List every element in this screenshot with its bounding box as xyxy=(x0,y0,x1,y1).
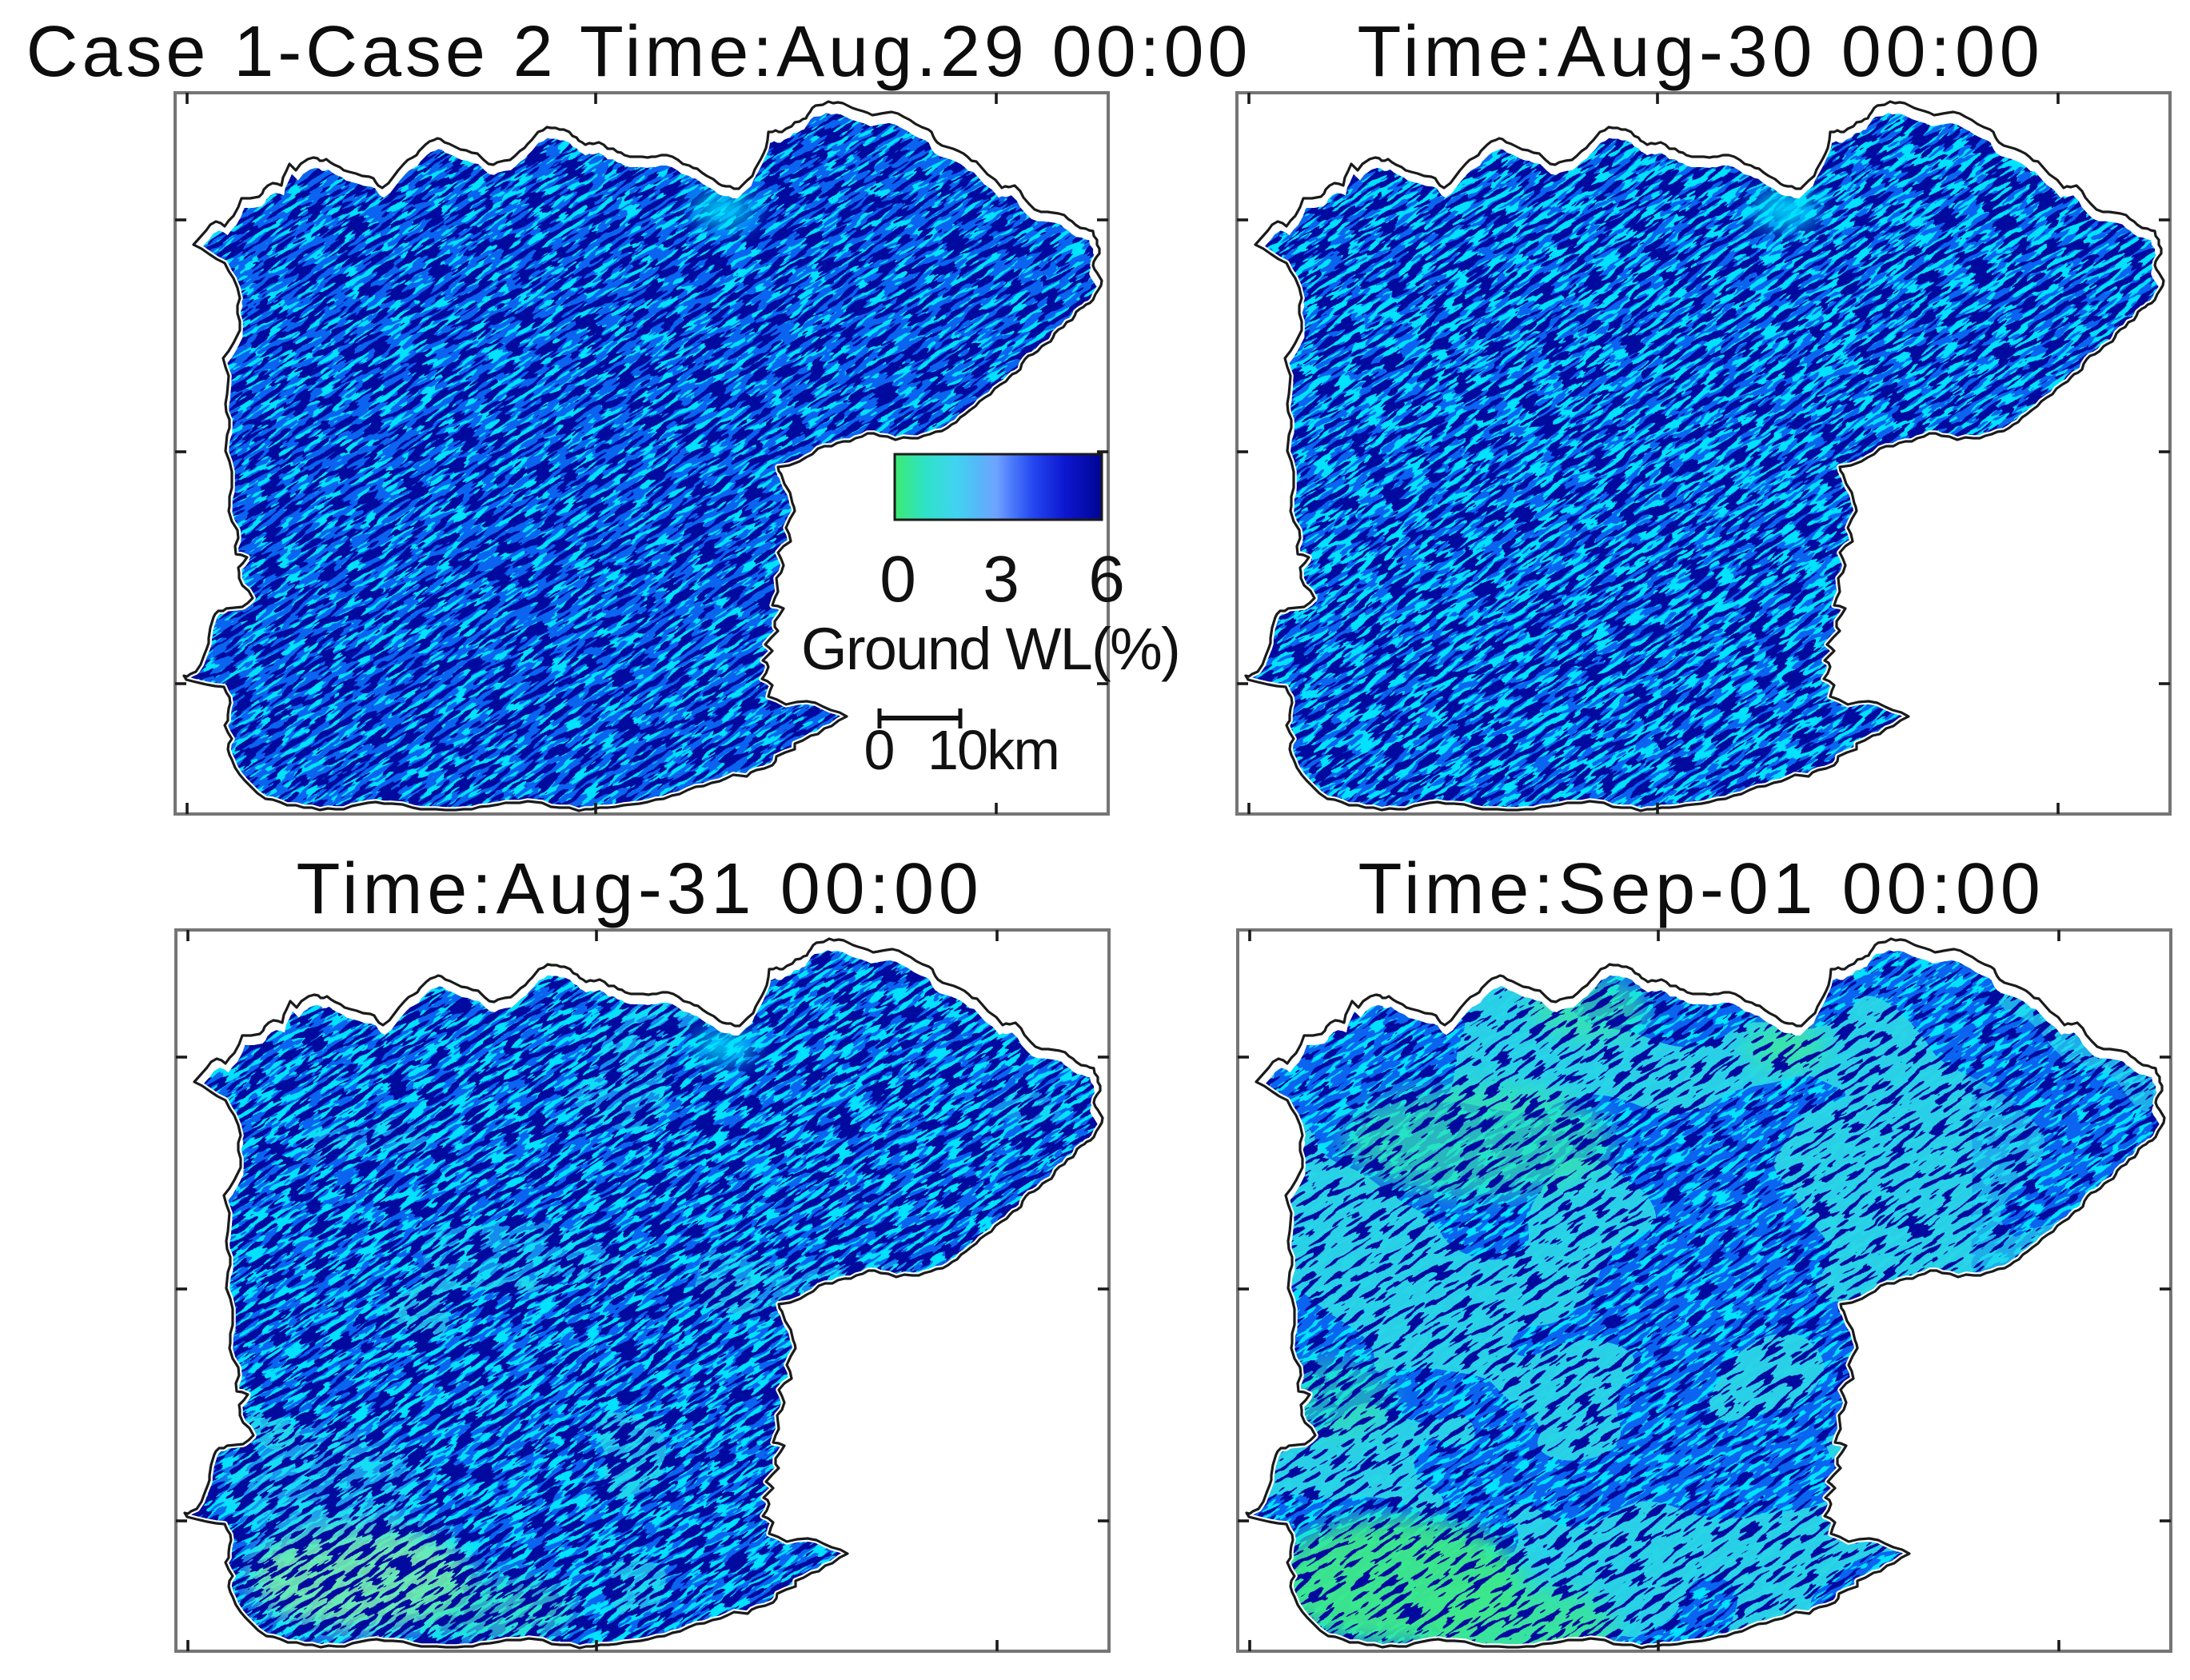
svg-text:Time:Sep-01 00:00: Time:Sep-01 00:00 xyxy=(1358,849,2045,929)
svg-text:Ground WL(%): Ground WL(%) xyxy=(801,616,1179,682)
svg-text:0: 0 xyxy=(880,543,916,616)
svg-text:Time:Aug-30 00:00: Time:Aug-30 00:00 xyxy=(1358,12,2044,92)
svg-text:3: 3 xyxy=(983,543,1019,616)
svg-text:0: 0 xyxy=(864,719,896,781)
svg-text:10km: 10km xyxy=(927,719,1059,781)
svg-text:6: 6 xyxy=(1088,543,1125,616)
svg-text:Case 1-Case 2 Time:Aug.29 00:0: Case 1-Case 2 Time:Aug.29 00:00 xyxy=(26,12,1252,92)
svg-text:Time:Aug-31 00:00: Time:Aug-31 00:00 xyxy=(297,849,983,929)
